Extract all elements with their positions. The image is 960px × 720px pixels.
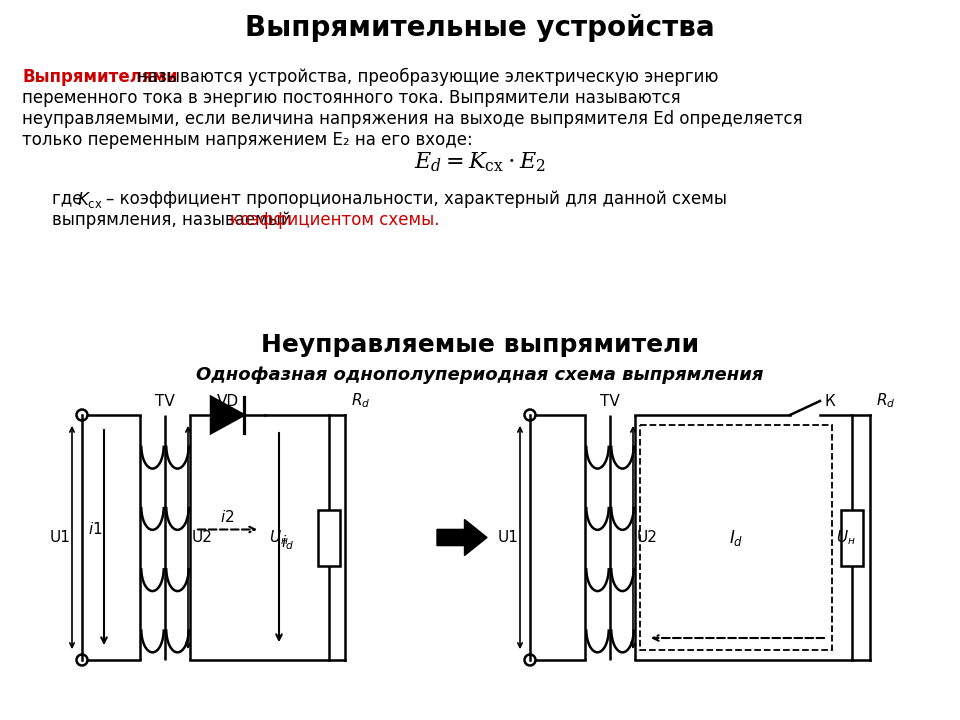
Text: неуправляемыми, если величина напряжения на выходе выпрямителя Ed определяется: неуправляемыми, если величина напряжения… [22, 110, 803, 128]
Text: $U_н$: $U_н$ [269, 528, 289, 547]
Text: переменного тока в энергию постоянного тока. Выпрямители называются: переменного тока в энергию постоянного т… [22, 89, 681, 107]
Text: VD: VD [216, 394, 239, 408]
Text: $K_{\rm cx}$: $K_{\rm cx}$ [77, 190, 103, 210]
Text: U2: U2 [192, 530, 213, 545]
Text: TV: TV [600, 394, 620, 408]
Text: $I_d$: $I_d$ [729, 528, 743, 547]
Text: где: где [52, 190, 87, 208]
Text: Неуправляемые выпрямители: Неуправляемые выпрямители [261, 333, 699, 357]
Text: выпрямления, называемый: выпрямления, называемый [52, 211, 297, 229]
Bar [318, 510, 340, 565]
Text: только переменным напряжением E₂ на его входе:: только переменным напряжением E₂ на его … [22, 131, 472, 149]
Text: U1: U1 [50, 530, 70, 545]
Text: $R_d$: $R_d$ [876, 392, 896, 410]
Bar [841, 510, 863, 565]
Text: Выпрямителями: Выпрямителями [22, 68, 178, 86]
Text: U2: U2 [637, 530, 658, 545]
Text: $i_d$: $i_d$ [281, 533, 294, 552]
Text: U1: U1 [497, 530, 518, 545]
Text: $E_d = K_{\mathrm{cx}} \cdot E_2$: $E_d = K_{\mathrm{cx}} \cdot E_2$ [415, 150, 545, 174]
Text: К: К [825, 394, 835, 408]
Text: коэффициентом схемы.: коэффициентом схемы. [230, 211, 440, 229]
Text: $i2$: $i2$ [220, 510, 234, 526]
Text: называются устройства, преобразующие электрическую энергию: называются устройства, преобразующие эле… [137, 68, 718, 86]
Text: $i1$: $i1$ [87, 521, 102, 538]
Text: Выпрямительные устройства: Выпрямительные устройства [245, 14, 715, 42]
Text: $U_н$: $U_н$ [836, 528, 855, 547]
Polygon shape [211, 397, 244, 433]
Text: $R_d$: $R_d$ [351, 392, 371, 410]
Text: TV: TV [156, 394, 175, 408]
Text: Однофазная однополупериодная схема выпрямления: Однофазная однополупериодная схема выпря… [196, 366, 764, 384]
Text: – коэффициент пропорциональности, характерный для данной схемы: – коэффициент пропорциональности, характ… [106, 190, 727, 208]
Polygon shape [437, 520, 487, 556]
